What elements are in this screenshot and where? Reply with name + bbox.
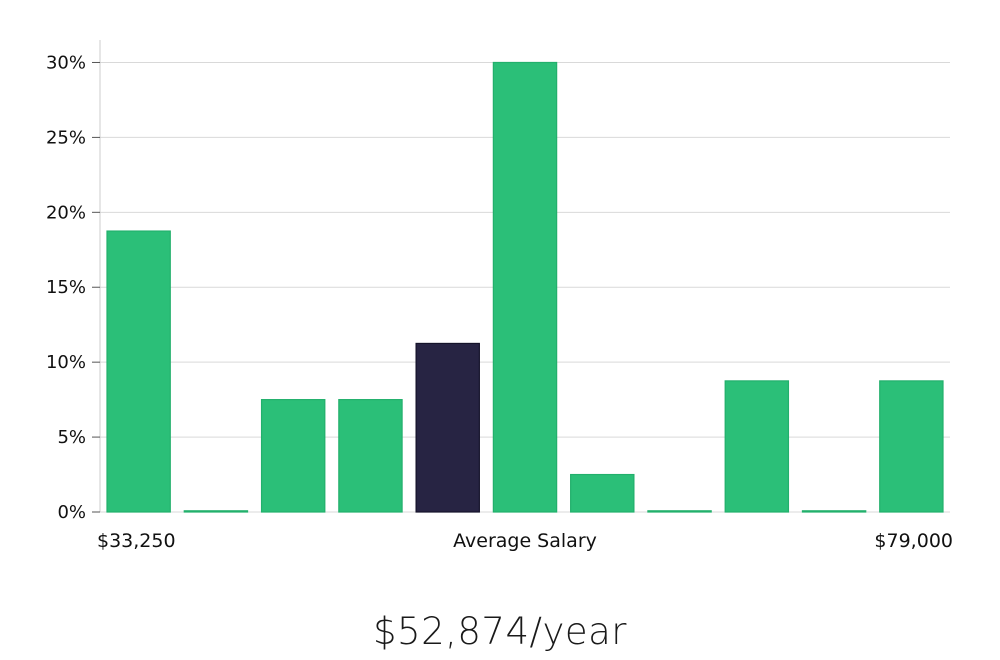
x-axis-end-label: $79,000 <box>874 530 953 552</box>
y-axis-ticks: 0% 5% 10% 15% 20% 25% 30% <box>46 52 100 523</box>
y-tick-label: 20% <box>46 202 86 223</box>
average-salary-headline: $52,874/year <box>372 610 627 653</box>
highlight-bar <box>415 342 480 513</box>
bar <box>647 510 712 513</box>
bar <box>338 399 403 513</box>
bar <box>801 510 867 513</box>
bar <box>724 380 790 513</box>
x-axis-title: Average Salary <box>453 530 597 552</box>
bar <box>260 399 326 513</box>
x-axis-start-label: $33,250 <box>97 530 176 552</box>
y-tick-label: 15% <box>46 277 86 298</box>
y-tick-label: 25% <box>46 127 86 148</box>
bar <box>879 380 944 513</box>
y-tick-label: 0% <box>57 502 86 523</box>
bar <box>183 510 249 513</box>
bar <box>570 473 635 513</box>
bars <box>106 61 944 513</box>
y-tick-label: 30% <box>46 52 86 73</box>
bar <box>106 230 171 513</box>
y-tick-label: 10% <box>46 352 86 373</box>
salary-histogram: 0% 5% 10% 15% 20% 25% 30% $33,250 Average Sala… <box>46 40 953 552</box>
bar <box>492 61 558 513</box>
y-tick-label: 5% <box>57 427 86 448</box>
